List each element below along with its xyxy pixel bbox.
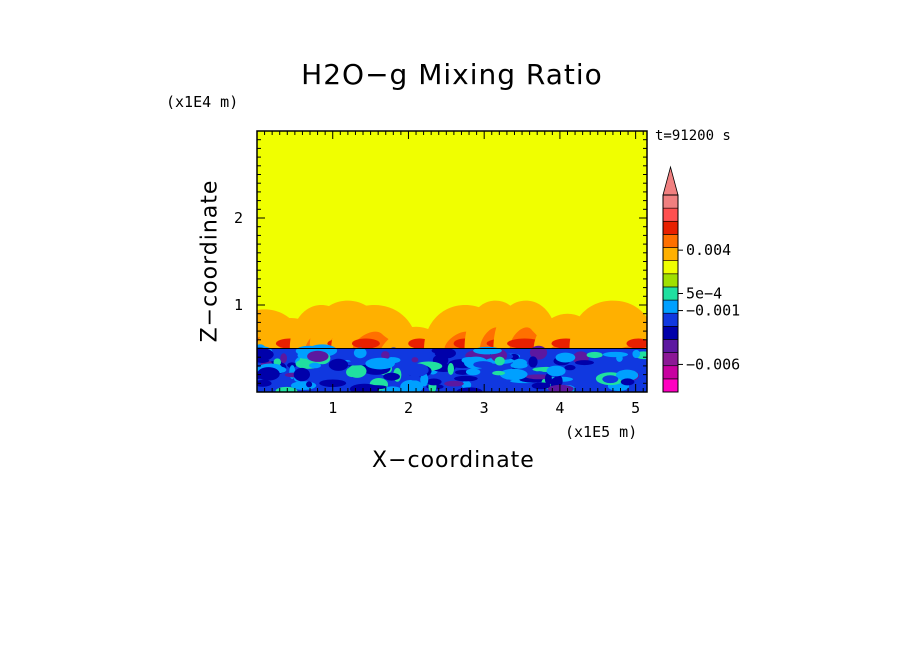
- turbulence-blob: [564, 364, 576, 371]
- colorbar-swatch: [662, 260, 679, 275]
- colorbar-swatch: [662, 207, 679, 222]
- turbulence-blob: [400, 379, 424, 392]
- turbulence-blob: [494, 356, 505, 366]
- colorbar-swatch: [662, 326, 679, 340]
- turbulence-blob: [461, 356, 477, 364]
- colorbar-label: 5e−4: [686, 285, 722, 303]
- turbulence-blob: [328, 358, 349, 371]
- turbulence-blob: [411, 357, 419, 363]
- turbulence-blob: [381, 351, 390, 360]
- field-features: [257, 300, 647, 392]
- turbulence-blob: [347, 364, 367, 378]
- turbulence-blob: [484, 380, 501, 390]
- colorbar-swatch: [662, 378, 679, 393]
- turbulence-blob: [531, 382, 551, 390]
- colorbar-swatch: [662, 299, 679, 314]
- turbulence-blob: [454, 375, 478, 382]
- turbulence-blob: [535, 359, 556, 368]
- turbulence-blob: [555, 352, 576, 363]
- plume-base-9: [507, 338, 543, 349]
- turbulence-blob: [465, 368, 481, 376]
- colorbar-label: 0.004: [686, 241, 731, 259]
- x-tick-label: 3: [480, 399, 489, 417]
- turbulence-blob: [426, 378, 442, 386]
- turbulence-blob: [287, 362, 297, 368]
- turbulence-blob: [529, 345, 548, 360]
- colorbar-swatch: [662, 247, 679, 261]
- turbulence-blob: [275, 386, 298, 392]
- turbulence-blob: [544, 373, 552, 385]
- x-tick-label: 5: [631, 399, 640, 417]
- turbulence-blob: [365, 357, 395, 370]
- turbulence-blob: [444, 380, 464, 387]
- turbulence-blob: [512, 358, 527, 367]
- turbulence-blob: [383, 372, 400, 381]
- turbulence-blob: [307, 350, 329, 362]
- turbulence-blob: [280, 353, 288, 364]
- colorbar-swatch: [662, 339, 679, 353]
- x-scale-note: (x1E5 m): [565, 423, 638, 441]
- plume-base-12: [626, 338, 647, 349]
- chart-title: H2O−g Mixing Ratio: [301, 58, 603, 91]
- plot-area: [257, 131, 647, 392]
- axes: 1 2 3 4 5 1 2: [234, 130, 648, 417]
- time-label: t=91200 s: [655, 128, 731, 144]
- y-tick-label: 1: [234, 296, 243, 314]
- turbulence-blob: [602, 351, 629, 358]
- colorbar-swatch: [662, 273, 679, 288]
- turbulence-blob: [473, 346, 502, 355]
- turbulence-blob: [528, 356, 538, 368]
- x-tick-label: 2: [404, 399, 413, 417]
- turbulence-blob: [434, 347, 456, 359]
- colorbar-swatch: [662, 220, 679, 235]
- x-axis-label: X−coordinate: [372, 448, 535, 473]
- turbulence-blob: [473, 361, 493, 369]
- turbulence-blob: [257, 367, 280, 381]
- plume-base-5: [351, 338, 380, 349]
- turbulence-blob: [492, 370, 505, 376]
- turbulence-blob: [456, 387, 483, 392]
- turbulence-blob: [309, 362, 321, 369]
- turbulence-blob: [257, 347, 274, 362]
- colorbar-swatch: [662, 234, 679, 248]
- turbulence-blob: [575, 360, 594, 366]
- turbulence-blob: [616, 354, 623, 362]
- turbulence-blob: [499, 368, 528, 380]
- turbulence-blob: [405, 363, 429, 377]
- colorbar-swatch: [662, 286, 679, 301]
- colorbar-swatch: [662, 312, 679, 327]
- turbulence-blob: [620, 378, 635, 386]
- turbulence-blob: [586, 351, 603, 359]
- turbulence-blob: [632, 349, 641, 359]
- turbulence-blob: [349, 383, 380, 392]
- x-tick-label: 4: [555, 399, 564, 417]
- colorbar-arrow: [662, 165, 679, 196]
- colorbar-swatch: [662, 194, 679, 209]
- colorbar-label: −0.006: [686, 355, 740, 373]
- x-tick-label: 1: [328, 399, 337, 417]
- z-scale-note: (x1E4 m): [166, 93, 239, 111]
- colorbar-swatch: [662, 352, 679, 367]
- turbulence-blob: [257, 379, 272, 387]
- turbulence-blob: [319, 379, 347, 388]
- colorbar-label: −0.001: [686, 302, 740, 320]
- turbulence-blob: [381, 386, 403, 392]
- y-tick-label: 2: [234, 209, 243, 227]
- turbulence-blob: [447, 362, 455, 375]
- turbulence-blob: [293, 367, 310, 382]
- turbulence-blob: [602, 375, 619, 384]
- turbulence-blob: [353, 347, 367, 359]
- turbulence-blob: [546, 365, 566, 377]
- turbulence-blob: [420, 372, 429, 387]
- turbulence-blob: [306, 381, 313, 388]
- colorbar-swatch: [662, 365, 679, 380]
- turbulence-blob: [615, 369, 639, 381]
- turbulence-blob: [461, 380, 472, 390]
